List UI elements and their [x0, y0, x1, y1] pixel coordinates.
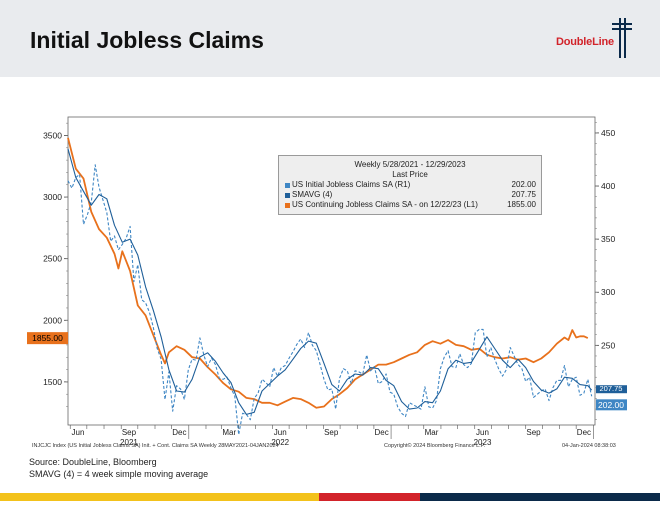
- month-label: Dec: [172, 428, 186, 437]
- right-last-value-box-smavg: [596, 385, 627, 394]
- year-label: 2021: [120, 438, 138, 447]
- logo-text: DoubleLine: [556, 36, 614, 48]
- month-label: Dec: [375, 428, 389, 437]
- legend-subheader: Last Price: [392, 170, 428, 179]
- legend-label: SMAVG (4): [292, 190, 333, 199]
- legend-value: 1855.00: [507, 200, 536, 209]
- left-tick-label: 3500: [43, 130, 62, 140]
- legend-label: US Continuing Jobless Claims SA - on 12/…: [292, 200, 478, 209]
- right-tick-label: 300: [601, 287, 615, 297]
- bloomberg-copyright: Copyright© 2024 Bloomberg Finance L.P.: [384, 443, 486, 449]
- right-tick-label: 350: [601, 234, 615, 244]
- bloomberg-timestamp: 04-Jan-2024 08:38:03: [562, 443, 616, 449]
- right-tick-label: 400: [601, 181, 615, 191]
- legend-swatch-smavg: [285, 193, 290, 198]
- doubleline-logo: DoubleLine: [552, 18, 632, 60]
- footer-stripe-yellow: [0, 493, 319, 501]
- legend-swatch-initial-claims: [285, 183, 290, 188]
- series-line-initial-claims: [67, 164, 593, 436]
- slide-header: Initial Jobless Claims DoubleLine: [0, 0, 660, 77]
- page-title: Initial Jobless Claims: [30, 27, 264, 53]
- legend-row-continuing-claims: US Continuing Jobless Claims SA - on 12/…: [279, 200, 541, 210]
- logo-line-icon: [619, 18, 621, 58]
- month-label: Sep: [122, 428, 137, 437]
- month-label: Jun: [476, 428, 489, 437]
- left-tick-label: 2500: [43, 254, 62, 264]
- left-tick-label: 3000: [43, 192, 62, 202]
- right-last-value-box-initial: [596, 399, 627, 411]
- logo-line-icon: [612, 23, 632, 25]
- year-label: 2022: [271, 438, 289, 447]
- right-tick-label: 250: [601, 340, 615, 350]
- series-line-smavg: [67, 148, 593, 415]
- smavg-note: SMAVG (4) = 4 week simple moving average: [29, 469, 209, 479]
- chart-legend: Weekly 5/28/2021 - 12/29/2023 Last Price…: [278, 155, 542, 215]
- legend-swatch-continuing-claims: [285, 203, 290, 208]
- right-last-value-label-smavg: 207.75: [600, 384, 623, 393]
- footer-stripe-navy: [420, 493, 660, 501]
- year-label: 2023: [474, 438, 492, 447]
- left-tick-label: 2000: [43, 315, 62, 325]
- month-label: Jun: [274, 428, 287, 437]
- footer-stripe-red: [319, 493, 420, 501]
- legend-value: 207.75: [511, 190, 536, 199]
- source-note: Source: DoubleLine, Bloomberg: [29, 457, 157, 467]
- left-last-value-box: [27, 332, 68, 345]
- axis-ticks: [64, 122, 599, 439]
- axis-labels: 3500 3000 2500 2000 1500 450 400 350 300 250 Jun Se…: [43, 128, 615, 447]
- left-last-value-label: 1855.00: [32, 333, 63, 343]
- month-label: Sep: [526, 428, 541, 437]
- right-tick-label: 450: [601, 128, 615, 138]
- month-label: Mar: [222, 428, 236, 437]
- legend-label: US Initial Jobless Claims SA (R1): [292, 180, 411, 189]
- legend-row-smavg: SMAVG (4) 207.75: [279, 190, 541, 200]
- month-label: Mar: [425, 428, 439, 437]
- legend-row-initial-claims: US Initial Jobless Claims SA (R1) 202.00: [279, 180, 541, 190]
- last-value-labels: 1855.00 207.75 202.00: [27, 332, 627, 411]
- month-label: Sep: [324, 428, 339, 437]
- month-label: Jun: [72, 428, 85, 437]
- month-label: Dec: [577, 428, 591, 437]
- legend-header: Weekly 5/28/2021 - 12/29/2023: [354, 160, 466, 169]
- logo-line-icon: [624, 18, 626, 58]
- logo-line-icon: [612, 28, 632, 30]
- left-tick-label: 1500: [43, 377, 62, 387]
- right-last-value-label-initial: 202.00: [598, 400, 624, 410]
- legend-value: 202.00: [511, 180, 536, 189]
- bloomberg-index-caption: INJCJC Index (US Initial Jobless Claims …: [32, 443, 279, 449]
- series-lines: [67, 137, 593, 436]
